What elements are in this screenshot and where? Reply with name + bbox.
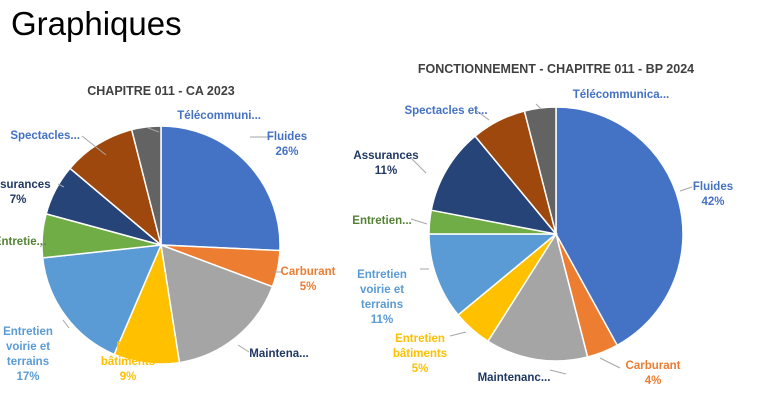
chart-title: FONCTIONNEMENT - CHAPITRE 011 - BP 2024 bbox=[418, 62, 694, 76]
leader-line bbox=[549, 369, 567, 375]
data-label: Carburant 4% bbox=[626, 360, 681, 387]
data-label: Télécommunica... bbox=[573, 89, 670, 101]
data-label: Entretien voirie et terrains 17% bbox=[3, 326, 53, 383]
pie-slice bbox=[430, 135, 558, 236]
leader-line bbox=[147, 127, 160, 133]
data-label: Entretien... bbox=[352, 215, 411, 227]
pie-slice bbox=[41, 244, 163, 356]
data-label: Maintenanc... bbox=[478, 372, 551, 384]
leader-line bbox=[57, 183, 65, 188]
leader-line bbox=[679, 186, 693, 192]
data-label: Assurances7% bbox=[0, 179, 51, 206]
pie-slice bbox=[160, 125, 281, 252]
data-label: Télécommuni... bbox=[177, 110, 261, 122]
data-label: Entretien voirie et terrains 11% bbox=[357, 269, 407, 326]
data-label: Maintena... bbox=[249, 348, 308, 360]
pie-slice bbox=[486, 232, 589, 362]
leader-line bbox=[476, 110, 490, 121]
pie-slice bbox=[428, 233, 559, 317]
data-label: Carburant 5% bbox=[281, 266, 336, 293]
leader-line bbox=[599, 357, 621, 369]
pie-chart-2: FONCTIONNEMENT - CHAPITRE 011 - BP 2024 F… bbox=[352, 62, 733, 387]
leader-line bbox=[62, 319, 70, 329]
leader-line bbox=[449, 331, 467, 337]
page-title: Graphiques bbox=[11, 5, 182, 42]
data-label: Entr bâtiments 9% bbox=[101, 341, 155, 383]
leader-line bbox=[237, 344, 250, 353]
leader-line bbox=[535, 103, 542, 110]
data-label: Assurances 11% bbox=[353, 150, 418, 177]
pie-chart-1: CHAPITRE 011 - CA 2023 Fluides 26% Carburan… bbox=[0, 84, 336, 383]
data-label: Entretie... bbox=[0, 236, 46, 248]
chart-title: CHAPITRE 011 - CA 2023 bbox=[87, 84, 235, 98]
data-label: Fluides 26% bbox=[267, 131, 307, 158]
data-label: Spectacles... bbox=[10, 130, 80, 142]
pie-slice bbox=[130, 125, 162, 246]
data-label: Entretien bâtiments 5% bbox=[393, 333, 447, 375]
data-label: Fluides 42% bbox=[693, 181, 733, 208]
data-label: Spectacles et... bbox=[404, 105, 487, 117]
leader-line bbox=[410, 157, 427, 174]
pie-slice bbox=[555, 106, 684, 347]
leader-line bbox=[39, 242, 46, 248]
leader-line bbox=[410, 218, 428, 225]
leader-line bbox=[81, 135, 107, 156]
pie-slice bbox=[160, 243, 274, 364]
pie-slice bbox=[68, 128, 163, 248]
